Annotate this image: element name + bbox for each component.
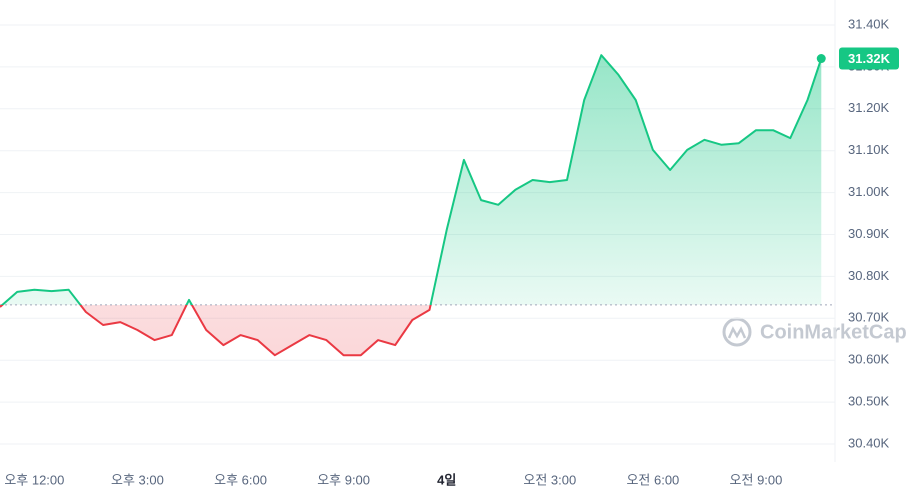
- price-badge: [839, 47, 899, 70]
- x-tick-label: 오전 9:00: [730, 472, 783, 487]
- area-down: [0, 304, 822, 356]
- price-line: [0, 54, 823, 357]
- y-tick-label: 31.10K: [848, 142, 890, 157]
- x-tick-label: 4일: [437, 472, 456, 487]
- price-badge-label: 31.32K: [848, 51, 891, 66]
- y-tick-label: 31.00K: [848, 184, 890, 199]
- x-tick-label: 오후 6:00: [214, 472, 267, 487]
- x-tick-label: 오후 3:00: [111, 472, 164, 487]
- y-tick-label: 31.40K: [848, 16, 890, 31]
- x-tick-label: 오전 3:00: [523, 472, 576, 487]
- y-tick-label: 30.50K: [848, 394, 890, 409]
- y-tick-label: 31.20K: [848, 100, 890, 115]
- watermark: CoinMarketCap: [722, 317, 907, 347]
- watermark-text: CoinMarketCap: [760, 321, 907, 343]
- x-tick-label: 오전 6:00: [626, 472, 679, 487]
- last-point: [816, 54, 826, 64]
- x-tick-label: 오후 12:00: [4, 472, 64, 487]
- y-tick-label: 30.90K: [848, 226, 890, 241]
- y-tick-label: 30.60K: [848, 352, 890, 367]
- y-tick-label: 30.80K: [848, 268, 890, 283]
- y-tick-label: 30.40K: [848, 435, 890, 450]
- y-tick-label: 30.70K: [848, 310, 890, 325]
- x-tick-label: 오후 9:00: [317, 472, 370, 487]
- area-up: [2, 55, 822, 305]
